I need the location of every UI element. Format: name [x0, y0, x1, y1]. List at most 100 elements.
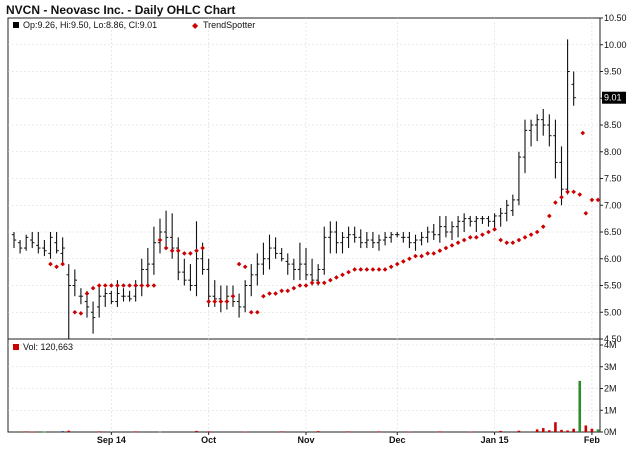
trendspotter-point [321, 280, 327, 286]
trendspotter-point [461, 237, 467, 243]
trendspotter-point [449, 243, 455, 248]
ohlc-bar [273, 237, 278, 259]
ohlc-bar [340, 232, 345, 254]
trendspotter-point [121, 283, 126, 288]
ohlc-bar [322, 226, 327, 275]
trendspotter-point [224, 299, 230, 304]
ohlc-bar [480, 215, 485, 224]
price-tick-label: 9.50 [604, 67, 622, 77]
trendspotter-point [139, 283, 145, 288]
trendspotter-point [279, 288, 284, 294]
ohlc-bar [103, 288, 108, 307]
trendspotter-point [96, 283, 102, 288]
trendspotter-point [364, 267, 370, 272]
volume-tick-label: 0M [604, 427, 617, 437]
price-tick-label: 7.50 [604, 174, 622, 184]
ohlc-bar [66, 264, 71, 339]
volume-bar [572, 428, 575, 432]
ohlc-bar [30, 232, 35, 249]
ohlc-bar [236, 293, 242, 318]
volume-bar [243, 431, 247, 433]
ohlc-bar [151, 226, 157, 275]
volume-bar [596, 429, 600, 432]
volume-bar [408, 431, 411, 433]
trendspotter-point [455, 240, 461, 245]
ohlc-bar [364, 232, 370, 249]
trendspotter-point [303, 283, 309, 288]
price-tick-label: 10.00 [604, 40, 627, 50]
price-tick-label: 8.50 [604, 120, 622, 130]
volume-legend: Vol: 120,663 [23, 342, 73, 352]
price-tick-label: 6.50 [604, 227, 622, 237]
trendspotter-point [571, 189, 576, 195]
trendspotter-point [388, 264, 394, 270]
trendspotter-point [194, 248, 199, 254]
trendspotter-point [109, 283, 114, 288]
volume-bar [195, 430, 198, 432]
trendspotter-point [218, 299, 224, 304]
trendspotter-point [157, 237, 163, 243]
volume-bar [43, 431, 46, 433]
trendspotter-point [492, 227, 497, 232]
x-tick-label: Jan 15 [481, 435, 509, 445]
volume-panel [7, 338, 601, 433]
trendspotter-point [261, 293, 266, 299]
trendspotter-point [407, 256, 412, 262]
trendspotter-point [516, 237, 522, 243]
ohlc-bar [376, 234, 382, 251]
volume-bar [97, 431, 101, 433]
trendspotter-point [297, 283, 303, 288]
trendspotter-point [291, 285, 297, 291]
trendspotter-point [474, 235, 479, 240]
trendspotter-point [273, 291, 278, 296]
ohlc-bar [370, 232, 376, 249]
ohlc-bar [492, 213, 497, 230]
trendspotter-point [334, 275, 339, 280]
ohlc-bar [510, 194, 516, 216]
ohlc-bar [145, 248, 151, 286]
ohlc-bar [163, 210, 169, 249]
ohlc-bar [516, 151, 522, 206]
trendspotter-point [498, 237, 503, 243]
trendspotter-point [534, 229, 540, 235]
trendspotter-point [267, 291, 272, 296]
trendspotter-point [522, 235, 528, 240]
ohlc-bar [78, 288, 84, 305]
volume-bar [468, 431, 472, 433]
trendspotter-point [553, 200, 558, 205]
trendspotter-point [346, 269, 351, 275]
trendspotter-point [84, 291, 90, 296]
trendspotter-point [352, 267, 357, 272]
ohlc-legend: Op:9.26, Hi:9.50, Lo:8.86, Cl:9.01 [23, 20, 157, 30]
ohlc-bar [23, 234, 29, 251]
trendspotter-point [595, 197, 601, 203]
ohlc-bar [504, 199, 509, 222]
ohlc-bar [242, 280, 248, 313]
trendspotter-point [248, 309, 254, 315]
ohlc-bar [121, 288, 126, 302]
ohlc-bar [297, 242, 303, 281]
volume-tick-label: 4M [604, 340, 617, 350]
price-tick-label: 4.50 [604, 334, 622, 344]
volume-tick-label: 2M [604, 384, 617, 394]
ohlc-bar [522, 119, 528, 174]
ohlc-bar [285, 253, 290, 275]
volume-bar [67, 430, 71, 432]
trendspotter-point [431, 251, 437, 256]
ohlc-bar [407, 232, 412, 249]
trendspotter-point [188, 251, 193, 256]
ohlc-bar [157, 218, 163, 254]
ohlc-bar [42, 240, 47, 257]
last-price-label: 9.01 [604, 93, 622, 103]
trendspotter-point [212, 299, 218, 304]
trendspotter-point [413, 253, 418, 259]
ohlc-bar [54, 232, 59, 254]
volume-bar [377, 431, 381, 433]
trendspotter-point [48, 261, 53, 267]
trendspotter-point [102, 283, 108, 288]
ohlc-bar [267, 234, 272, 270]
ohlc-bar [36, 232, 41, 254]
ohlc-bar [255, 253, 260, 286]
trendspotter-point [151, 283, 157, 288]
ohlc-bar [431, 223, 436, 241]
